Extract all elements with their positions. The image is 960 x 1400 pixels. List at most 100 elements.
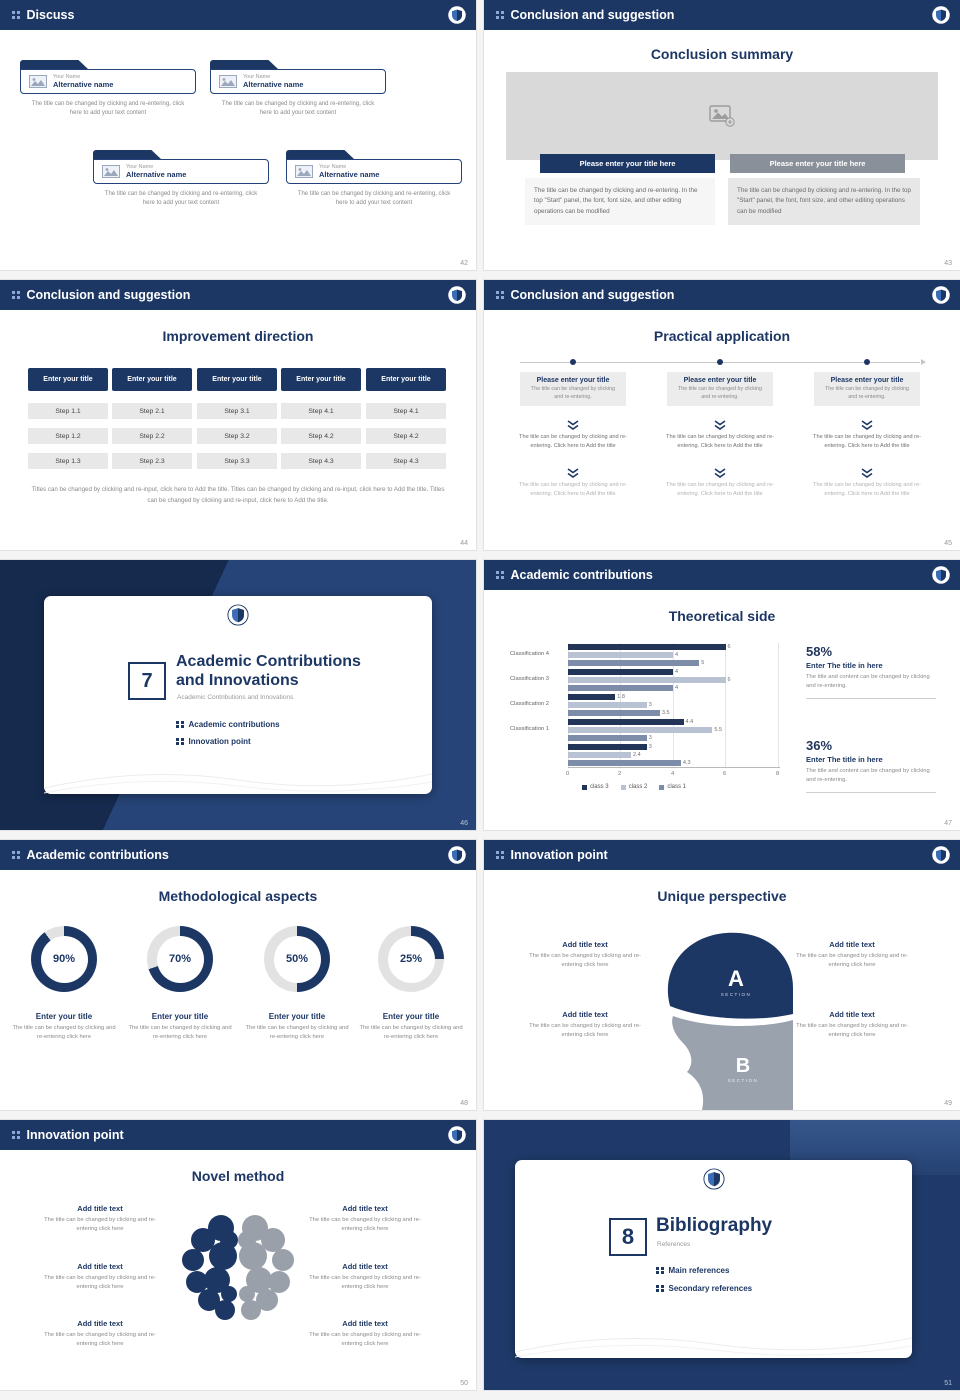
brain-right-hemisphere xyxy=(238,1215,294,1320)
card-body-text: The title can be changed by clicking and… xyxy=(31,101,185,117)
slide-46-section-academic-contributions[interactable]: 7 Academic Contributions and Innovations… xyxy=(0,560,476,830)
info-card: Your Name Alternative name The title can… xyxy=(210,60,386,119)
step-box: Step 3.3 xyxy=(197,453,277,469)
header-dots-icon xyxy=(12,291,20,299)
bullet-label: Main references xyxy=(668,1266,730,1275)
bar-row: 4 xyxy=(568,652,678,658)
brain-left-hemisphere xyxy=(182,1215,238,1320)
card-subname: Your Name xyxy=(243,74,271,80)
slide-header-title: Academic contributions xyxy=(510,568,653,582)
column-title-button[interactable]: Enter your title xyxy=(366,368,446,391)
slide-title: Methodological aspects xyxy=(158,888,318,904)
slide-47-theoretical-side[interactable]: Academic contributions Theoretical side … xyxy=(484,560,960,830)
column-title-button[interactable]: Enter your title xyxy=(112,368,192,391)
bar-row: 2.4 xyxy=(568,752,641,758)
column-title-button[interactable]: Enter your title xyxy=(28,368,108,391)
timeline-mid-text: The title can be changed by clicking and… xyxy=(666,434,774,449)
wave-decoration xyxy=(515,1337,912,1358)
donut-caption: Enter your title The title can be changed… xyxy=(9,1012,119,1041)
card-body-text: The title can be changed by clicking and… xyxy=(221,101,375,117)
add-title-block: Add title text The title can be changed b… xyxy=(792,940,912,969)
bar-value: 3 xyxy=(648,702,652,708)
slide-48-methodological-aspects[interactable]: Academic contributions Methodological as… xyxy=(0,840,476,1110)
bar-row: 4.4 xyxy=(568,719,693,725)
slide-header-title: Innovation point xyxy=(26,1128,124,1142)
slide-42-discuss[interactable]: Discuss Your Name Alternative name The t… xyxy=(0,0,476,270)
column-title-button[interactable]: Enter your title xyxy=(281,368,361,391)
bar-value: 5.5 xyxy=(714,727,723,733)
add-title-block: Add title text The title can be changed b… xyxy=(300,1319,430,1348)
bar-row: 3 xyxy=(568,702,652,708)
add-title-heading: Add title text xyxy=(342,1262,388,1271)
step-box: Step 4.1 xyxy=(366,403,446,419)
card-head: Your Name Alternative name xyxy=(20,69,196,94)
picture-icon xyxy=(295,165,313,178)
bar-value: 3.5 xyxy=(661,710,670,716)
wave-decoration xyxy=(44,773,432,794)
bar-row: 4 xyxy=(568,669,678,675)
bar-value: 3 xyxy=(648,735,652,741)
page-number: 47 xyxy=(944,820,952,827)
donut-title: Enter your title xyxy=(382,1012,440,1021)
add-title-block: Add title text The title can be changed b… xyxy=(300,1262,430,1291)
bar-class1 xyxy=(568,760,681,766)
donut-caption: Enter your title The title can be changed… xyxy=(356,1012,466,1041)
slide-header-title: Conclusion and suggestion xyxy=(510,288,675,302)
slide-44-improvement-direction[interactable]: Conclusion and suggestion Improvement di… xyxy=(0,280,476,550)
slide-header-bar: Conclusion and suggestion xyxy=(484,280,960,310)
double-chevron-down-icon xyxy=(861,420,873,430)
category-label: Classification 2 xyxy=(510,701,549,707)
legend-swatch xyxy=(581,784,587,790)
slide-header-bar: Innovation point xyxy=(0,1120,476,1150)
bar-row: 6 xyxy=(568,677,731,683)
add-title-block: Add title text The title can be changed b… xyxy=(525,940,645,969)
bar-row: 3 xyxy=(568,744,652,750)
slide-title: Practical application xyxy=(653,328,791,344)
card-subname: Your Name xyxy=(53,74,81,80)
donut-text: The title can be changed by clicking and… xyxy=(12,1025,116,1040)
step-box: Step 4.2 xyxy=(281,428,361,444)
legend-item: class 3 xyxy=(581,784,609,790)
add-title-heading: Add title text xyxy=(77,1204,123,1213)
slide-49-unique-perspective[interactable]: Innovation point Unique perspective A SE… xyxy=(484,840,960,1110)
column-title-button[interactable]: Enter your title xyxy=(197,368,277,391)
slide-45-practical-application[interactable]: Conclusion and suggestion Practical appl… xyxy=(484,280,960,550)
section-title-line1: Academic Contributions xyxy=(176,653,361,670)
step-box: Step 3.1 xyxy=(197,403,277,419)
folder-tab xyxy=(20,60,88,69)
stat-percent: 58% xyxy=(806,644,833,659)
x-tick: 4 xyxy=(671,771,675,777)
slide-50-novel-method[interactable]: Innovation point Novel method Add title … xyxy=(0,1120,476,1390)
card-subname: Your Name xyxy=(319,164,347,170)
category-label: Classification 4 xyxy=(510,651,549,657)
x-tick: 0 xyxy=(566,771,570,777)
slide-header-bar: Innovation point xyxy=(484,840,960,870)
slide-43-conclusion-summary[interactable]: Conclusion and suggestion Conclusion sum… xyxy=(484,0,960,270)
slide-header-title: Innovation point xyxy=(510,848,608,862)
slide-header-bar: Discuss xyxy=(0,0,476,30)
brain-graphic xyxy=(182,1215,294,1320)
category-label: Classification 3 xyxy=(510,676,549,682)
timeline-mid-text: The title can be changed by clicking and… xyxy=(519,434,627,449)
step-box: Step 4.3 xyxy=(366,453,446,469)
donut-title: Enter your title xyxy=(35,1012,93,1021)
slide-51-section-bibliography[interactable]: 8 Bibliography References Main reference… xyxy=(484,1120,960,1390)
add-title-heading: Add title text xyxy=(77,1319,123,1328)
page-number: 42 xyxy=(460,260,468,267)
bar-value: 6 xyxy=(727,644,731,650)
donut-text: The title can be changed by clicking and… xyxy=(128,1025,232,1040)
title-button-gray[interactable]: Please enter your title here xyxy=(730,154,905,173)
add-title-heading: Add title text xyxy=(342,1319,388,1328)
x-tick: 6 xyxy=(723,771,727,777)
step-box: Step 2.3 xyxy=(112,453,192,469)
chapter-number-box: 7 xyxy=(128,662,166,700)
stat-heading: Enter The title in here xyxy=(806,661,883,670)
bar-class3 xyxy=(568,669,673,675)
bullet-label: Secondary references xyxy=(668,1284,753,1293)
chart-legend: class 3 class 2 class 1 xyxy=(484,784,834,790)
double-chevron-down-icon xyxy=(861,468,873,478)
title-button-navy[interactable]: Please enter your title here xyxy=(540,154,715,173)
section-subtitle: References xyxy=(657,1241,691,1248)
donut-percent: 70% xyxy=(156,935,204,983)
timeline-subtext: The title can be changed by clicking and… xyxy=(825,386,909,400)
